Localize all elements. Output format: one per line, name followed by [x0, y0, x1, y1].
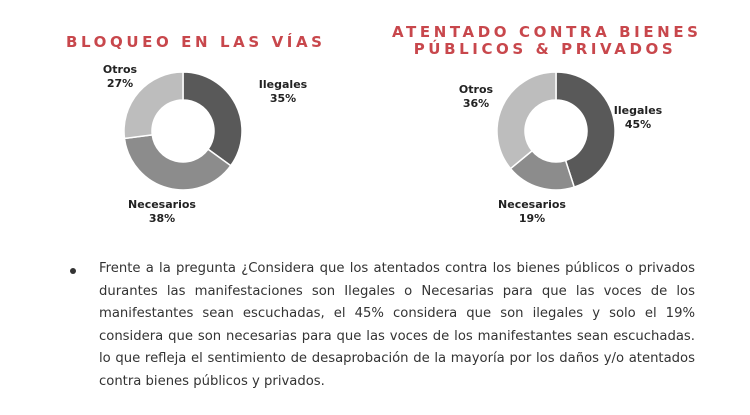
chart-title-bloqueo: BLOQUEO EN LAS VÍAS — [66, 33, 326, 51]
bloqueo-label-ilegales-value: 35% — [270, 92, 296, 105]
bloqueo-label-necesarios-name: Necesarios — [128, 198, 196, 211]
bloqueo-slice-otros — [123, 71, 184, 140]
summary-bullet: Frente a la pregunta ¿Considera que los … — [70, 258, 695, 394]
chart-title-atentado: ATENTADO CONTRA BIENES PÚBLICOS & PRIVAD… — [392, 24, 698, 58]
bloqueo-label-necesarios-value: 38% — [149, 212, 175, 225]
bloqueo-label-otros-value: 27% — [107, 77, 133, 90]
bloqueo-label-ilegales-name: Ilegales — [259, 78, 308, 91]
chart-title-atentado-line-2: PÚBLICOS & PRIVADOS — [413, 40, 677, 58]
bloqueo-slice-ilegales — [182, 71, 243, 167]
bloqueo-slice-necesarios — [123, 134, 232, 191]
bullet-icon — [70, 268, 76, 274]
atentado-label-necesarios-value: 19% — [519, 212, 545, 225]
chart-title-atentado-line-1: ATENTADO CONTRA BIENES — [392, 23, 702, 41]
atentado-slice-otros — [496, 71, 557, 170]
atentado-label-ilegales-value: 45% — [625, 118, 651, 131]
atentado-label-otros-name: Otros — [459, 83, 494, 96]
bloqueo-label-otros-name: Otros — [103, 63, 138, 76]
summary-text: Frente a la pregunta ¿Considera que los … — [99, 261, 695, 389]
atentado-label-otros-value: 36% — [463, 97, 489, 110]
atentado-label-necesarios-name: Necesarios — [498, 198, 566, 211]
atentado-label-ilegales-name: Ilegales — [614, 104, 663, 117]
atentado-slice-ilegales — [555, 71, 616, 189]
